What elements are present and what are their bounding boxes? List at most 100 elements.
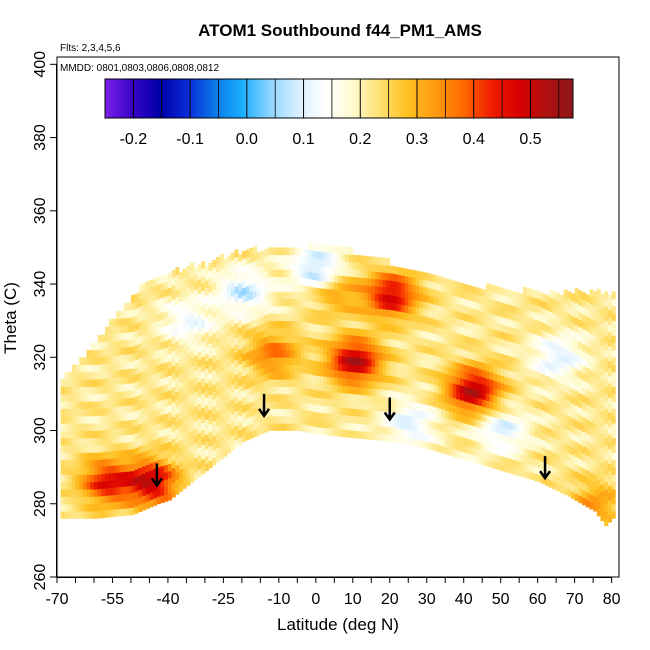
heatmap-cell: [345, 319, 350, 328]
heatmap-cell: [437, 437, 442, 446]
heatmap-cell: [326, 391, 332, 400]
heatmap-cell: [82, 474, 87, 483]
heatmap-cell: [60, 481, 65, 490]
heatmap-cell: [212, 311, 217, 319]
heatmap-cell: [604, 452, 609, 461]
heatmap-cell: [563, 443, 568, 452]
heatmap-cell: [496, 352, 502, 361]
heatmap-cell: [204, 360, 209, 369]
heatmap-cell: [604, 393, 609, 402]
heatmap-cell: [548, 421, 553, 430]
heatmap-cell: [260, 404, 265, 413]
heatmap-cell: [204, 412, 209, 420]
heatmap-cell: [526, 390, 531, 399]
heatmap-cell: [563, 414, 568, 422]
heatmap-cell: [541, 373, 546, 382]
heatmap-cell: [75, 430, 80, 439]
heatmap-cell: [190, 453, 195, 461]
heatmap-cell: [134, 410, 139, 419]
y-tick-label: 280: [32, 490, 49, 517]
heatmap-cell: [585, 433, 590, 442]
heatmap-cell: [496, 396, 502, 405]
heatmap-cell: [278, 364, 283, 373]
heatmap-cell: [537, 408, 542, 417]
heatmap-cell: [101, 429, 106, 438]
heatmap-cell: [408, 364, 413, 373]
heatmap-cell: [593, 401, 598, 409]
heatmap-cell: [411, 306, 417, 315]
heatmap-cell: [123, 449, 128, 458]
heatmap-cell: [404, 378, 409, 387]
heatmap-cell: [297, 423, 302, 431]
heatmap-cell: [267, 349, 272, 358]
heatmap-cell: [182, 341, 187, 350]
heatmap-cell: [204, 375, 209, 384]
heatmap-cell: [160, 326, 165, 335]
heatmap-cell: [71, 445, 76, 453]
heatmap-cell: [130, 331, 136, 340]
heatmap-cell: [363, 358, 368, 367]
heatmap-cell: [585, 331, 590, 339]
heatmap-cell: [363, 329, 368, 337]
heatmap-cell: [197, 388, 202, 397]
heatmap-cell: [426, 390, 431, 398]
heatmap-cell: [212, 347, 217, 356]
heatmap-cell: [489, 430, 494, 439]
heatmap-cell: [234, 388, 239, 397]
heatmap-cell: [456, 325, 461, 334]
heatmap-cell: [175, 281, 180, 290]
heatmap-cell: [570, 330, 576, 338]
heatmap-cell: [441, 299, 446, 308]
heatmap-cell: [86, 401, 91, 409]
heatmap-cell: [208, 445, 213, 454]
heatmap-cell: [256, 420, 261, 429]
heatmap-cell: [578, 341, 583, 350]
heatmap-cell: [526, 339, 531, 348]
heatmap-cell: [278, 269, 283, 278]
heatmap-cell: [607, 492, 613, 501]
heatmap-cell: [215, 322, 221, 331]
heatmap-cell: [289, 291, 295, 300]
heatmap-cell: [386, 294, 391, 303]
heatmap-cell: [164, 288, 169, 297]
heatmap-cell: [312, 382, 317, 390]
heatmap-cell: [330, 245, 335, 253]
heatmap-cell: [319, 412, 324, 421]
heatmap-cell: [153, 285, 158, 294]
heatmap-cell: [156, 430, 161, 439]
heatmap-cell: [511, 320, 516, 329]
heatmap-cell: [552, 349, 557, 358]
heatmap-cell: [360, 299, 365, 308]
heatmap-cell: [79, 393, 84, 402]
heatmap-cell: [582, 438, 587, 447]
heatmap-cell: [190, 460, 195, 469]
heatmap-cell: [260, 309, 265, 317]
heatmap-cell: [374, 410, 380, 419]
heatmap-cell: [426, 441, 431, 450]
heatmap-cell: [142, 495, 147, 504]
heatmap-cell: [430, 405, 435, 414]
heatmap-cell: [101, 473, 106, 482]
heatmap-cell: [182, 378, 187, 387]
heatmap-cell: [574, 332, 579, 340]
heatmap-cell: [349, 298, 354, 307]
heatmap-cell: [315, 375, 320, 384]
heatmap-cell: [193, 303, 198, 312]
heatmap-cell: [382, 301, 387, 310]
heatmap-cell: [75, 489, 80, 497]
heatmap-cell: [101, 334, 106, 343]
heatmap-cell: [230, 428, 235, 437]
heatmap-cell: [127, 405, 132, 413]
heatmap-cell: [596, 318, 601, 326]
heatmap-cell: [319, 427, 324, 435]
heatmap-cell: [145, 486, 150, 495]
heatmap-cell: [496, 447, 502, 456]
heatmap-cell: [582, 446, 587, 454]
heatmap-cell: [241, 273, 246, 281]
heatmap-cell: [201, 466, 206, 475]
heatmap-cell: [86, 437, 91, 446]
heatmap-cell: [182, 422, 187, 431]
heatmap-cell: [186, 412, 191, 420]
heatmap-cell: [223, 331, 228, 340]
heatmap-cell: [297, 401, 302, 409]
